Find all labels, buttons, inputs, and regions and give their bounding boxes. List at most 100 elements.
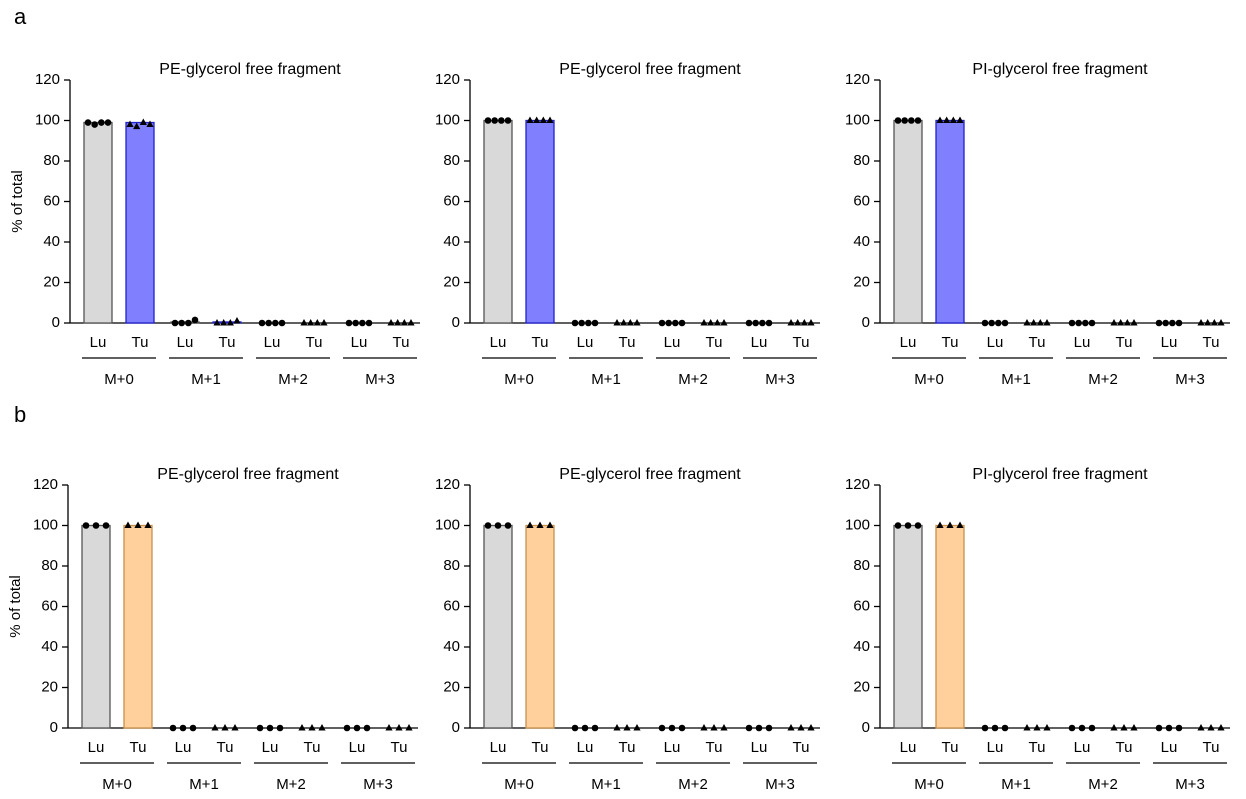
x-tick-label: Lu	[900, 334, 917, 351]
data-point	[1110, 724, 1118, 731]
data-point	[102, 522, 110, 529]
x-tick-label: Tu	[942, 334, 959, 351]
data-point	[988, 319, 995, 327]
group-label: M+2	[1088, 371, 1118, 388]
y-tick-label: 20	[43, 273, 60, 290]
data-point	[700, 319, 708, 326]
bar	[893, 524, 923, 729]
x-tick-label: Tu	[1029, 739, 1046, 756]
data-point	[1078, 724, 1086, 732]
data-point	[226, 319, 234, 326]
data-point	[765, 724, 773, 732]
bar	[935, 119, 965, 324]
data-point	[1175, 724, 1183, 732]
x-tick-label: Lu	[577, 739, 594, 756]
data-point	[591, 724, 599, 732]
data-point	[581, 724, 589, 732]
data-point	[946, 521, 954, 528]
data-point	[787, 319, 795, 326]
data-point	[787, 724, 795, 731]
y-tick-label: 80	[43, 152, 60, 169]
chart-title: PI-glycerol free fragment	[972, 61, 1148, 78]
data-point	[1217, 319, 1225, 326]
data-point	[266, 724, 274, 732]
y-tick-label: 40	[41, 638, 58, 655]
data-point	[1043, 319, 1051, 326]
data-point	[84, 119, 92, 126]
y-tick-label: 40	[443, 233, 460, 250]
x-tick-label: Lu	[490, 739, 507, 756]
data-point	[1210, 319, 1218, 326]
x-tick-label: Tu	[1203, 334, 1220, 351]
data-point	[365, 319, 373, 327]
data-point	[807, 724, 815, 731]
group-label: M+1	[591, 371, 621, 388]
data-point	[949, 116, 957, 123]
data-point	[546, 521, 554, 528]
y-tick-label: 60	[43, 192, 60, 209]
data-point	[1197, 724, 1205, 731]
data-point	[710, 724, 718, 731]
group-label: M+3	[1175, 776, 1205, 793]
data-point	[278, 319, 286, 327]
group-label: M+1	[1001, 776, 1031, 793]
x-tick-label: Tu	[304, 739, 321, 756]
x-tick-label: Lu	[1074, 739, 1091, 756]
bar	[212, 321, 242, 324]
group-label: M+0	[914, 776, 944, 793]
data-point	[658, 724, 666, 732]
x-tick-label: Tu	[1116, 739, 1133, 756]
bar	[893, 119, 923, 324]
data-point	[894, 522, 902, 529]
group-label: M+3	[765, 776, 795, 793]
data-point	[221, 724, 229, 731]
data-point	[956, 116, 964, 123]
data-point	[546, 116, 554, 123]
data-point	[353, 724, 361, 732]
data-point	[231, 724, 239, 731]
x-tick-label: Lu	[264, 334, 281, 351]
bar	[525, 524, 555, 729]
data-point	[807, 319, 815, 326]
group-label: M+2	[1088, 776, 1118, 793]
data-point	[745, 724, 753, 732]
data-point	[571, 724, 579, 732]
data-point	[901, 117, 908, 124]
x-tick-label: Tu	[706, 334, 723, 351]
data-point	[700, 724, 708, 731]
x-tick-label: Lu	[1161, 334, 1178, 351]
data-point	[345, 319, 353, 327]
y-tick-label: 120	[435, 71, 460, 88]
y-tick-label: 100	[435, 516, 460, 533]
data-point	[1197, 319, 1205, 326]
data-point	[613, 724, 621, 731]
data-point	[1155, 319, 1163, 327]
y-tick-label: 80	[853, 557, 870, 574]
data-point	[484, 117, 492, 124]
data-point	[658, 319, 666, 327]
data-point	[1117, 319, 1125, 326]
x-tick-label: Lu	[1161, 739, 1178, 756]
data-point	[620, 319, 628, 326]
data-point	[914, 522, 922, 529]
y-tick-label: 80	[41, 557, 58, 574]
data-point	[904, 522, 912, 529]
data-point	[1120, 724, 1128, 731]
data-point	[124, 521, 132, 528]
data-point	[591, 319, 599, 327]
data-point	[352, 319, 359, 327]
data-point	[765, 319, 773, 327]
x-tick-label: Lu	[262, 739, 279, 756]
x-tick-label: Lu	[177, 334, 194, 351]
group-label: M+3	[363, 776, 393, 793]
data-point	[936, 521, 944, 528]
data-point	[1001, 724, 1009, 732]
panel-label: a	[14, 4, 27, 29]
data-point	[626, 319, 634, 326]
y-tick-label: 0	[862, 314, 870, 331]
x-tick-label: Tu	[219, 334, 236, 351]
data-point	[1030, 319, 1038, 326]
data-point	[318, 724, 326, 731]
y-tick-label: 40	[443, 638, 460, 655]
data-point	[178, 319, 185, 327]
